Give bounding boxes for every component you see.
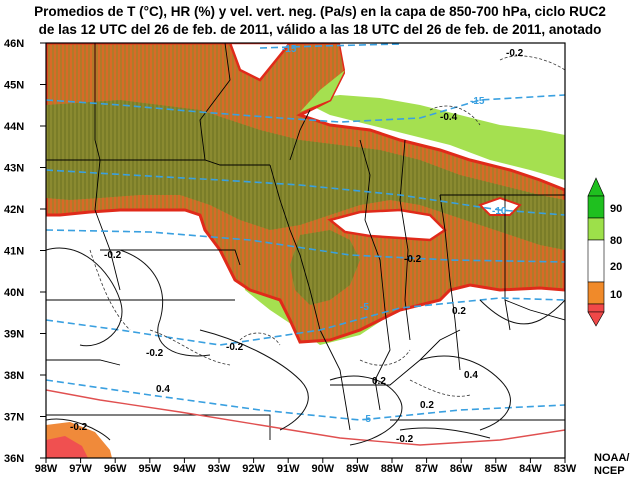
moist-band xyxy=(290,230,360,305)
legend-label: 80 xyxy=(610,235,622,247)
legend-label: 10 xyxy=(610,289,622,301)
isotherm-warm xyxy=(46,389,565,446)
longitude-labels: 98W 97W 96W 95W 94W 93W 92W 91W 90W 89W 88W 87W 86W 8… xyxy=(35,458,577,475)
omega-contours xyxy=(46,247,565,446)
isotherm-label: -15 xyxy=(470,96,485,107)
longitude-label: 83W xyxy=(554,463,577,475)
legend-label: 90 xyxy=(610,203,622,215)
latitude-label: 42N xyxy=(4,204,24,216)
credit-ncep: NCEP xyxy=(594,465,625,477)
omega-labels: -0.2 -0.2 -0.2 -0.2 -0.2 -0.2 -0.2 0.2 0… xyxy=(70,48,524,445)
isotherm-label: -5 xyxy=(360,302,369,313)
omega-label: -0.4 xyxy=(440,112,458,123)
omega-label: 0.2 xyxy=(372,376,386,387)
isotherm-label: -5 xyxy=(362,414,371,425)
omega-label: 0.4 xyxy=(156,384,170,395)
omega-label: -0.2 xyxy=(396,434,414,445)
isotherms xyxy=(46,43,565,421)
latitude-label: 44N xyxy=(4,121,24,133)
longitude-label: 87W xyxy=(415,463,438,475)
isotherm-labels: -15 -15 -10 -5 -5 xyxy=(282,44,507,425)
latitude-label: 45N xyxy=(4,80,24,92)
omega-label: -0.2 xyxy=(226,342,244,353)
omega-label: 0.2 xyxy=(420,400,434,411)
legend-swatch-red-arrow xyxy=(587,311,605,327)
longitude-label: 86W xyxy=(450,463,473,475)
isotherm-label: -10 xyxy=(492,206,507,217)
omega-label: -0.2 xyxy=(404,254,422,265)
omega-label: 0.4 xyxy=(464,370,478,381)
credit-noaa: NOAA/ xyxy=(594,452,630,464)
map-title-line-2: de las 12 UTC del 26 de feb. de 2011, vá… xyxy=(38,22,602,37)
longitude-label: 84W xyxy=(519,463,542,475)
legend-swatch-dark-green xyxy=(587,195,605,219)
latitude-label: 46N xyxy=(4,38,24,50)
legend-swatch-orange xyxy=(587,281,605,305)
latitude-label: 39N xyxy=(4,329,24,341)
omega-label: 0.2 xyxy=(452,306,466,317)
rh-area-light-green xyxy=(300,70,345,112)
legend-swatch-red xyxy=(587,303,605,313)
legend-swatch-white xyxy=(587,239,605,283)
latitude-label: 37N xyxy=(4,412,24,424)
legend-swatch-dark-green-arrow xyxy=(587,177,605,197)
longitude-label: 96W xyxy=(104,463,127,475)
omega-contours-dashed xyxy=(89,55,565,397)
latitude-label: 41N xyxy=(4,246,24,258)
omega-label: -0.2 xyxy=(70,422,88,433)
rh-legend: 90 80 20 10 xyxy=(587,177,622,327)
longitude-label: 92W xyxy=(242,463,265,475)
clear-region xyxy=(327,208,447,242)
longitude-label: 91W xyxy=(277,463,300,475)
rh-area-light-green xyxy=(300,95,565,180)
low-rh-red-area xyxy=(46,436,88,458)
longitude-label: 95W xyxy=(138,463,161,475)
latitude-label: 43N xyxy=(4,163,24,175)
legend-label: 20 xyxy=(610,261,622,273)
isotherm-label: -15 xyxy=(282,44,297,55)
omega-label: -0.2 xyxy=(104,250,122,261)
latitude-label: 38N xyxy=(4,370,24,382)
latitude-label: 40N xyxy=(4,287,24,299)
longitude-label: 94W xyxy=(173,463,196,475)
map-title-line-1: Promedios de T (°C), HR (%) y vel. vert.… xyxy=(34,4,606,19)
state-borders xyxy=(46,43,565,440)
omega-label: -0.2 xyxy=(146,348,164,359)
latitude-labels: 46N 45N 44N 43N 42N 41N 40N 39N 38N 37N 36N xyxy=(4,38,46,465)
longitude-label: 88W xyxy=(381,463,404,475)
omega-label: -0.2 xyxy=(506,48,524,59)
longitude-label: 85W xyxy=(484,463,507,475)
longitude-label: 93W xyxy=(208,463,231,475)
clear-region xyxy=(228,43,292,82)
moist-band xyxy=(46,100,565,250)
longitude-label: 90W xyxy=(311,463,334,475)
longitude-label: 97W xyxy=(69,463,92,475)
latitude-label: 36N xyxy=(4,453,24,465)
white-region xyxy=(250,43,565,128)
legend-swatch-light-green xyxy=(587,217,605,241)
longitude-label: 89W xyxy=(346,463,369,475)
longitude-label: 98W xyxy=(35,463,58,475)
